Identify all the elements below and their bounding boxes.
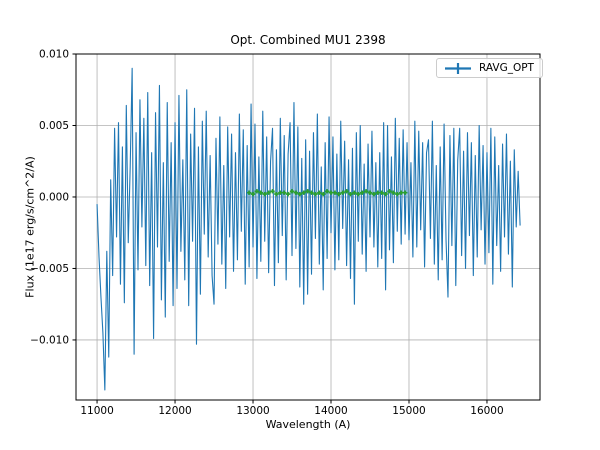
x-tick-label: 14000: [314, 405, 347, 417]
x-axis-label: Wavelength (A): [265, 418, 351, 431]
x-tick-label: 16000: [470, 405, 503, 417]
plot-title: Opt. Combined MU1 2398: [230, 33, 386, 47]
data-line-RAVG_OPT: [96, 67, 521, 391]
y-tick-label: 0.000: [39, 191, 69, 203]
errorbar-legend-icon: [445, 62, 471, 74]
y-tick-label: 0.005: [39, 120, 69, 132]
x-tick-label: 12000: [158, 405, 191, 417]
x-tick-label: 13000: [236, 405, 269, 417]
x-tick-label: 15000: [392, 405, 425, 417]
y-tick-label: 0.010: [39, 49, 69, 61]
legend-entry-label: RAVG_OPT: [479, 62, 534, 74]
axes-spines: [75, 53, 541, 401]
y-tick-label: −0.005: [30, 263, 69, 275]
y-axis-label: Flux (1e17 erg/s/cm^2/A): [23, 156, 37, 298]
y-tick-label: −0.010: [30, 334, 69, 346]
x-tick-label: 11000: [80, 405, 113, 417]
legend: RAVG_OPT: [436, 58, 543, 78]
